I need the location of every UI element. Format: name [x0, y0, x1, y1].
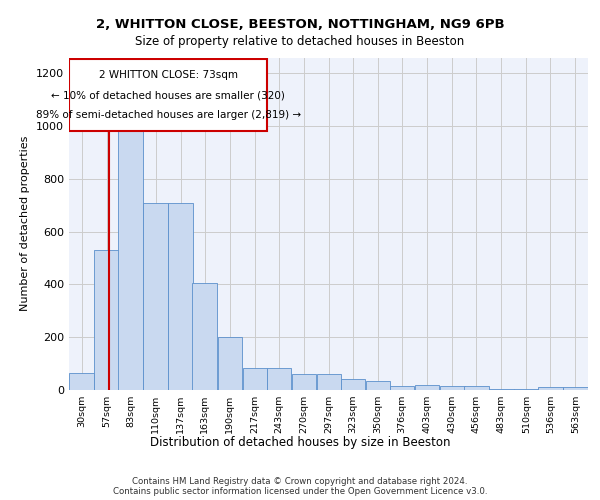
Bar [514, 389, 539, 390]
Text: Size of property relative to detached houses in Beeston: Size of property relative to detached ho… [136, 35, 464, 48]
Text: 2 WHITTON CLOSE: 73sqm: 2 WHITTON CLOSE: 73sqm [98, 70, 238, 80]
Text: 2, WHITTON CLOSE, BEESTON, NOTTINGHAM, NG9 6PB: 2, WHITTON CLOSE, BEESTON, NOTTINGHAM, N… [95, 18, 505, 30]
Text: Contains HM Land Registry data © Crown copyright and database right 2024.
Contai: Contains HM Land Registry data © Crown c… [113, 476, 487, 496]
Bar [193, 283, 217, 390]
Bar [266, 368, 291, 390]
Bar [538, 388, 563, 390]
Bar [440, 386, 464, 390]
Bar [94, 250, 119, 390]
Bar [563, 388, 588, 390]
Bar [341, 380, 365, 390]
Text: Distribution of detached houses by size in Beeston: Distribution of detached houses by size … [150, 436, 450, 449]
Bar [118, 126, 143, 390]
Bar [242, 368, 267, 390]
Bar [317, 374, 341, 390]
Bar [143, 202, 168, 390]
Bar [169, 202, 193, 390]
Text: ← 10% of detached houses are smaller (320): ← 10% of detached houses are smaller (32… [51, 90, 285, 100]
Text: 89% of semi-detached houses are larger (2,819) →: 89% of semi-detached houses are larger (… [35, 110, 301, 120]
Bar [366, 381, 391, 390]
Bar [69, 373, 94, 390]
Bar [292, 374, 316, 390]
Bar [69, 59, 268, 132]
Bar [464, 386, 488, 390]
Bar [218, 337, 242, 390]
Bar [415, 384, 439, 390]
Y-axis label: Number of detached properties: Number of detached properties [20, 136, 31, 312]
Bar [489, 389, 514, 390]
Bar [390, 386, 415, 390]
